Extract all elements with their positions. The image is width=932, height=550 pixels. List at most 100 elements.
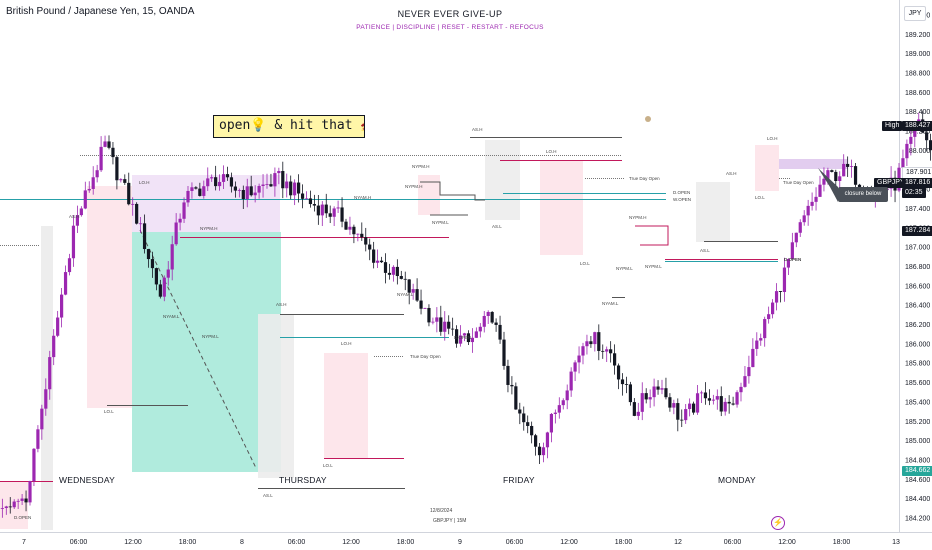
candle-bear[interactable] <box>427 307 431 323</box>
candle-bear[interactable] <box>229 177 234 187</box>
candle-bear[interactable] <box>703 392 708 399</box>
candle-bull[interactable] <box>842 163 846 177</box>
candle-bull[interactable] <box>356 233 360 235</box>
candle-bull[interactable] <box>751 348 755 368</box>
candle-bear[interactable] <box>150 259 155 269</box>
candle-bull[interactable] <box>774 291 779 303</box>
candle-bear[interactable] <box>154 268 158 285</box>
symbol-title[interactable]: British Pound / Japanese Yen, 15, OANDA <box>6 6 195 17</box>
candle-bear[interactable] <box>107 141 111 148</box>
candle-bull[interactable] <box>206 178 210 187</box>
candle-bear[interactable] <box>289 181 293 196</box>
candle-bull[interactable] <box>304 198 309 200</box>
candle-bull[interactable] <box>786 258 790 268</box>
candle-bull[interactable] <box>332 208 336 217</box>
candle-bull[interactable] <box>545 432 550 448</box>
candle-bull[interactable] <box>20 498 24 501</box>
candle-bear[interactable] <box>308 198 313 205</box>
candle-bear[interactable] <box>537 446 542 456</box>
candle-bull[interactable] <box>565 390 569 401</box>
candle-bear[interactable] <box>225 174 230 178</box>
candle-bull[interactable] <box>759 338 763 341</box>
candle-bear[interactable] <box>494 322 498 325</box>
candle-bull[interactable] <box>822 178 826 185</box>
candle-bull[interactable] <box>245 186 249 200</box>
candle-bull[interactable] <box>747 367 751 377</box>
candle-bear[interactable] <box>297 182 301 194</box>
candle-bull[interactable] <box>218 181 222 187</box>
candle-bull[interactable] <box>581 346 585 356</box>
candle-bull[interactable] <box>569 371 573 391</box>
candle-bear[interactable] <box>632 402 636 416</box>
candle-bull[interactable] <box>32 448 36 482</box>
candle-bull[interactable] <box>63 272 68 295</box>
candle-bull[interactable] <box>44 389 48 409</box>
candle-bear[interactable] <box>498 324 502 340</box>
candle-bull[interactable] <box>648 397 652 400</box>
candle-bear[interactable] <box>316 205 320 216</box>
candle-bear[interactable] <box>530 425 534 436</box>
candle-bull[interactable] <box>423 307 427 309</box>
candle-bull[interactable] <box>771 302 775 315</box>
candle-bull[interactable] <box>486 311 490 316</box>
candle-bear[interactable] <box>340 207 344 222</box>
candle-bull[interactable] <box>909 136 913 144</box>
candle-bear[interactable] <box>395 266 399 277</box>
candle-bear[interactable] <box>415 289 419 301</box>
candle-bull[interactable] <box>462 333 467 336</box>
candle-bear[interactable] <box>628 384 632 403</box>
closure-callout[interactable]: closure below <box>838 187 888 202</box>
candle-bull[interactable] <box>443 321 447 332</box>
candle-bear[interactable] <box>419 300 423 309</box>
candle-bear[interactable] <box>368 244 372 250</box>
candle-bull[interactable] <box>585 341 589 347</box>
candle-bear[interactable] <box>727 401 731 404</box>
candle-bull[interactable] <box>790 242 794 259</box>
candle-bull[interactable] <box>699 392 704 394</box>
candle-bull[interactable] <box>71 225 76 259</box>
candle-bull[interactable] <box>577 355 581 363</box>
candle-bull[interactable] <box>79 208 83 216</box>
candle-bull[interactable] <box>826 170 830 179</box>
candle-bear[interactable] <box>616 365 621 380</box>
candle-bear[interactable] <box>664 388 668 398</box>
candle-bull[interactable] <box>802 215 806 223</box>
candle-bear[interactable] <box>778 291 783 292</box>
candle-bear[interactable] <box>925 132 929 141</box>
candle-bull[interactable] <box>435 317 439 322</box>
candle-bull[interactable] <box>277 171 281 174</box>
candle-bull[interactable] <box>40 408 44 430</box>
candle-bull[interactable] <box>12 501 16 508</box>
candle-bull[interactable] <box>431 321 435 323</box>
candle-bear[interactable] <box>597 332 601 351</box>
candle-bear[interactable] <box>510 384 514 387</box>
candle-bull[interactable] <box>83 190 87 209</box>
candle-bull[interactable] <box>119 179 123 181</box>
candle-bull[interactable] <box>541 447 546 456</box>
candle-bear[interactable] <box>281 171 285 189</box>
candle-bear[interactable] <box>451 328 455 330</box>
lightning-icon[interactable]: ⚡ <box>771 516 785 530</box>
candle-bull[interactable] <box>320 204 324 216</box>
candle-bull[interactable] <box>170 244 174 270</box>
candle-bear[interactable] <box>344 221 348 230</box>
candle-bull[interactable] <box>166 269 170 278</box>
candle-bull[interactable] <box>838 176 842 182</box>
candle-bull[interactable] <box>67 258 72 273</box>
candle-bull[interactable] <box>640 393 644 412</box>
candle-bull[interactable] <box>561 400 565 406</box>
candle-bull[interactable] <box>265 184 269 185</box>
candle-bull[interactable] <box>715 396 719 400</box>
candle-bear[interactable] <box>644 393 648 400</box>
candle-bull[interactable] <box>95 170 99 178</box>
candle-bear[interactable] <box>111 147 115 158</box>
candle-bear[interactable] <box>328 213 332 217</box>
candle-bear[interactable] <box>352 226 356 235</box>
candle-bull[interactable] <box>186 190 190 203</box>
candle-bull[interactable] <box>901 158 905 168</box>
candle-bull[interactable] <box>56 317 60 336</box>
candle-bear[interactable] <box>601 350 605 352</box>
candle-bear[interactable] <box>656 386 660 390</box>
candle-bear[interactable] <box>115 157 119 181</box>
candle-bull[interactable] <box>672 403 676 408</box>
